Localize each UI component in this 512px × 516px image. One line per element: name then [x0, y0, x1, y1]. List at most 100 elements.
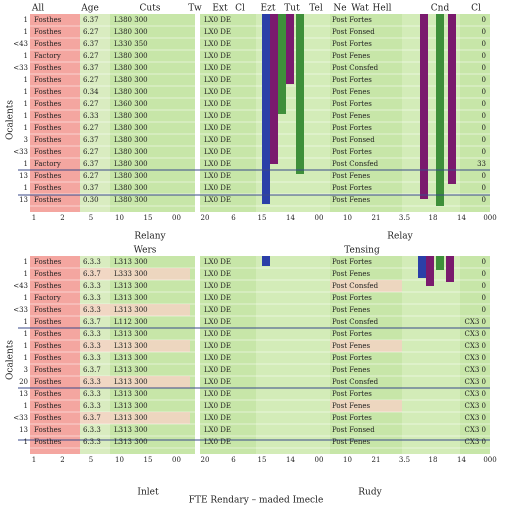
caption: Rudy [358, 488, 382, 498]
cell-text: LX0 DE [204, 136, 231, 144]
column-header: Cuts [140, 4, 161, 14]
cell-text: L380 300 [114, 28, 148, 36]
cell-text: LX0 DE [204, 270, 231, 278]
cell-text: L380 300 [114, 172, 148, 180]
cell-text: LX0 DE [204, 172, 231, 180]
cell-text: Post Fortes [332, 414, 372, 422]
cell-text: Factory [34, 160, 61, 168]
footer-text: 6 [231, 214, 236, 222]
caption: Relany [134, 232, 166, 242]
cell-text: LX0 DE [204, 100, 231, 108]
cell-text: <43 [13, 40, 28, 48]
cell-text: Post Fenes [332, 112, 371, 120]
cell-text: LX0 DE [204, 148, 231, 156]
footer-text: 15 [258, 214, 267, 222]
cell-text: 6.3.3 [83, 354, 101, 362]
cell-text: LX0 DE [204, 112, 231, 120]
footer-text: 10 [115, 456, 124, 464]
cell-text: 6.3.7 [83, 270, 101, 278]
cell-text: Post Fonsed [332, 28, 375, 36]
footer-text: 6 [231, 456, 236, 464]
cell-text: 33 [477, 160, 486, 168]
cell-text: 1 [24, 270, 28, 278]
cell-text: 1 [24, 28, 28, 36]
cell-text: Post Fenes [332, 438, 371, 446]
cell-text: Post Consfed [332, 318, 379, 326]
cell-text: 6.3.3 [83, 438, 101, 446]
cell-text: Post Fenes [332, 52, 371, 60]
footer-text: 18 [429, 214, 438, 222]
footer-text: 21 [372, 214, 381, 222]
cell-text: 0 [482, 184, 486, 192]
bar-block [420, 14, 428, 199]
cell-text: 1 [24, 184, 28, 192]
cell-text: LX0 DE [204, 16, 231, 24]
cell-text: Post Fonsed [332, 136, 375, 144]
cell-text: L380 300 [114, 196, 148, 204]
row-highlight [330, 280, 402, 292]
cell-text: LX0 DE [204, 330, 231, 338]
cell-text: 0 [482, 88, 486, 96]
cell-text: Fosthes [34, 148, 62, 156]
column-header: Cl [235, 4, 245, 14]
cell-text: Post Fortes [332, 354, 372, 362]
cell-text: LX0 DE [204, 414, 231, 422]
cell-text: L313 300 [114, 390, 148, 398]
cell-text: 0 [482, 16, 486, 24]
cell-text: 0 [482, 40, 486, 48]
bar-block [436, 14, 444, 206]
footer-text: 14 [286, 214, 295, 222]
cell-text: Fosthes [34, 402, 62, 410]
cell-text: 13 [19, 390, 28, 398]
bar-block [278, 14, 286, 114]
cell-text: Fosthes [34, 196, 62, 204]
footer-text: 15 [144, 214, 153, 222]
cell-text: Fosthes [34, 112, 62, 120]
column-bg [30, 256, 80, 454]
side-label: Ocalents [6, 340, 16, 380]
bar-block [262, 14, 270, 204]
cell-text: 1 [24, 100, 28, 108]
cell-text: L380 300 [114, 16, 148, 24]
cell-text: Post Fenes [332, 402, 371, 410]
footer-text: 10 [115, 214, 124, 222]
cell-text: L313 300 [114, 366, 148, 374]
cell-text: L380 300 [114, 124, 148, 132]
footer-text: 1 [32, 214, 36, 222]
cell-text: 6.37 [83, 136, 99, 144]
bar-block [448, 14, 456, 184]
cell-text: Fosthes [34, 354, 62, 362]
row-highlight [80, 412, 190, 424]
row-highlight [80, 304, 190, 316]
cell-text: L380 300 [114, 64, 148, 72]
bar-block [436, 256, 444, 270]
cell-text: 3 [24, 136, 28, 144]
cell-text: Post Fonsed [332, 426, 375, 434]
cell-text: 0 [482, 28, 486, 36]
cell-text: Fosthes [34, 282, 62, 290]
cell-text: <33 [13, 148, 28, 156]
cell-text: CX3 0 [465, 378, 486, 386]
column-bg [200, 14, 256, 212]
footer-text: 00 [315, 214, 324, 222]
cell-text: 1 [24, 76, 28, 84]
column-bg [330, 14, 402, 212]
cell-text: LX0 DE [204, 160, 231, 168]
cell-text: 1 [24, 294, 28, 302]
cell-text: 6.27 [83, 124, 99, 132]
cell-text: <33 [13, 306, 28, 314]
cell-text: LX0 DE [204, 426, 231, 434]
cell-text: 0 [482, 172, 486, 180]
cell-text: 0.34 [83, 88, 99, 96]
cell-text: 6.33 [83, 112, 99, 120]
bar-block [286, 14, 294, 84]
cell-text: 13 [19, 426, 28, 434]
cell-text: 0 [482, 282, 486, 290]
cell-text: Fosthes [34, 270, 62, 278]
footer-text: 00 [172, 456, 181, 464]
cell-text: Post Fenes [332, 366, 371, 374]
cell-text: Fosthes [34, 306, 62, 314]
bar-block [262, 256, 270, 266]
cell-text: L112 300 [114, 318, 148, 326]
cell-text: Post Fortes [332, 258, 372, 266]
